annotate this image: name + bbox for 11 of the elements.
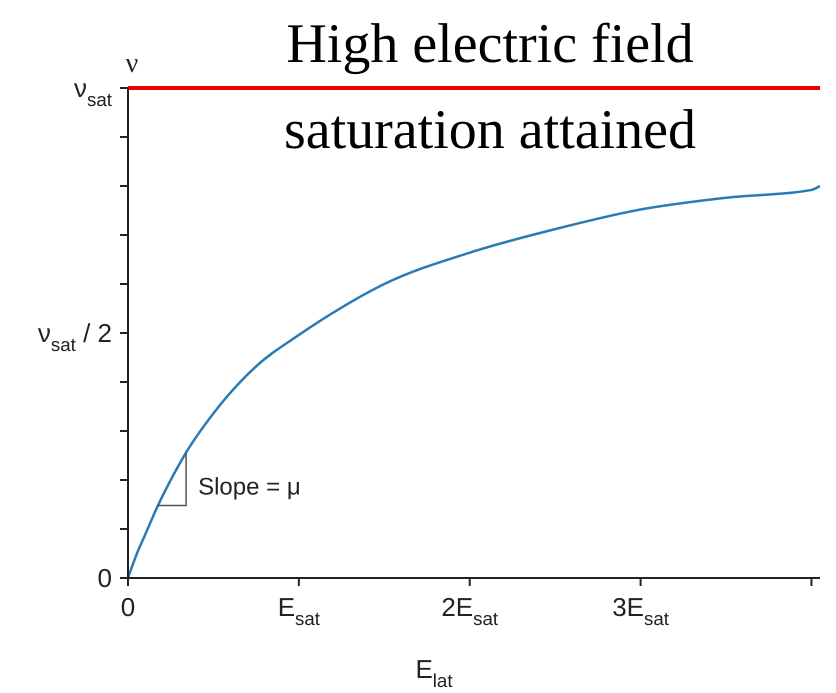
annotation: Slope = μ (198, 474, 301, 501)
ref-line-label: ν$_{sat}$ (74, 73, 113, 110)
x-axis-title: E$_{lat}$ (415, 654, 454, 692)
text: ν$_{sat}$ / 2 (38, 318, 112, 356)
x-tick-label: 3E$_{sat}$ (612, 592, 670, 630)
text: 0 (98, 563, 112, 593)
chart-title: High electric field saturation attained (284, 13, 696, 161)
x-tick-label: 2E$_{sat}$ (441, 592, 499, 630)
y-axis-title: ν (126, 48, 138, 79)
x-tick-label: E$_{sat}$ (278, 592, 321, 630)
x-tick-label: 0 (120, 592, 136, 622)
